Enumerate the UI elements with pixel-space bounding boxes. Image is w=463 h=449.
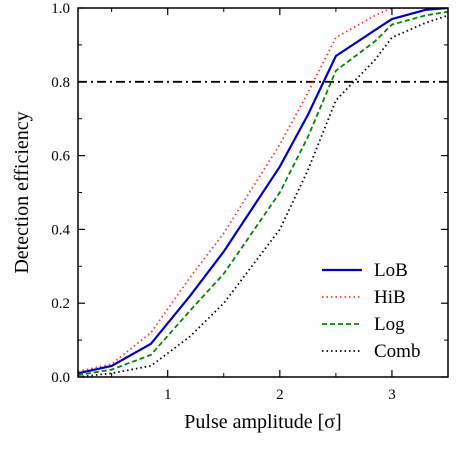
legend-label-comb: Comb: [374, 341, 420, 362]
y-tick-label: 1.0: [51, 1, 70, 17]
series-line-hib: [78, 8, 448, 373]
y-axis-title: Detection efficiency: [11, 111, 33, 273]
series-line-log: [78, 10, 448, 377]
legend-label-lob: LoB: [374, 260, 408, 281]
y-tick-label: 0.8: [51, 75, 70, 91]
x-tick-label: 3: [388, 387, 396, 403]
y-tick-label: 0.6: [51, 149, 70, 165]
legend-label-log: Log: [374, 314, 405, 335]
tick-labels: 0.0 0.2 0.4 0.6 0.8 1.0 1 2 3: [51, 1, 395, 403]
x-tick-label: 1: [164, 387, 172, 403]
legend: LoB HiB Log Comb: [322, 260, 420, 362]
x-tick-label: 2: [276, 387, 284, 403]
x-axis-title: Pulse amplitude [σ]: [184, 411, 341, 433]
y-tick-label: 0.4: [51, 222, 70, 238]
series-line-lob: [78, 8, 448, 375]
y-tick-label: 0.2: [51, 296, 70, 312]
y-tick-label: 0.0: [51, 370, 70, 386]
plot-lines: [78, 8, 448, 377]
legend-label-hib: HiB: [374, 287, 406, 308]
plot-frame: [77, 7, 449, 378]
